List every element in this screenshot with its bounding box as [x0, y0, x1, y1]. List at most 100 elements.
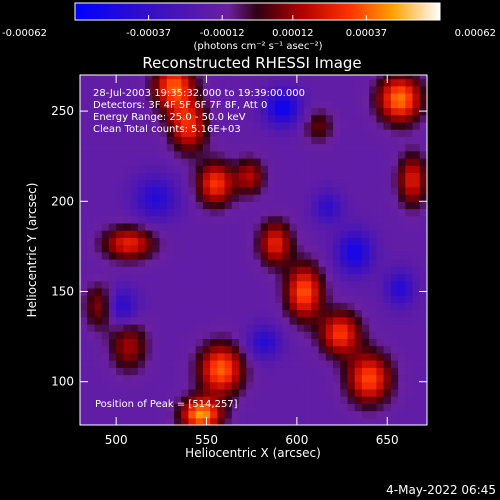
heatmap-cell: [376, 215, 385, 224]
heatmap-cell: [253, 287, 262, 296]
heatmap-cell: [268, 316, 276, 325]
heatmap-cell: [289, 100, 298, 109]
heatmap-cell: [405, 237, 414, 246]
heatmap-cell: [137, 396, 146, 404]
heatmap-cell: [412, 237, 421, 246]
heatmap-cell: [268, 251, 276, 260]
heatmap-cell: [376, 158, 385, 166]
heatmap-cell: [239, 114, 247, 123]
heatmap-cell: [174, 309, 182, 318]
heatmap-cell: [101, 186, 110, 195]
heatmap-cell: [116, 215, 124, 224]
heatmap-cell: [123, 230, 132, 238]
heatmap-cell: [390, 417, 399, 425]
heatmap-cell: [383, 309, 392, 318]
heatmap-cell: [369, 374, 377, 383]
heatmap-cell: [239, 237, 247, 246]
heatmap-cell: [383, 93, 392, 101]
heatmap-cell: [94, 78, 103, 87]
heatmap-cell: [145, 273, 153, 282]
heatmap-cell: [246, 251, 255, 260]
heatmap-cell: [275, 158, 283, 166]
heatmap-cell: [145, 143, 153, 152]
heatmap-cell: [412, 280, 421, 289]
heatmap-cell: [289, 251, 298, 260]
heatmap-cell: [354, 129, 363, 137]
heatmap-cell: [145, 309, 153, 318]
heatmap-cell: [289, 388, 298, 397]
heatmap-cell: [224, 186, 233, 195]
heatmap-cell: [390, 309, 399, 318]
heatmap-cell: [188, 309, 197, 318]
heatmap-cell: [231, 194, 240, 202]
heatmap-cell: [361, 302, 370, 311]
heatmap-cell: [260, 201, 269, 210]
heatmap-cell: [304, 316, 312, 325]
heatmap-cell: [260, 93, 269, 101]
heatmap-cell: [137, 417, 146, 425]
heatmap-cell: [390, 316, 399, 325]
heatmap-cell: [419, 222, 427, 231]
heatmap-cell: [130, 158, 139, 166]
heatmap-cell: [94, 251, 103, 260]
plot-frame: [79, 74, 428, 426]
heatmap-cell: [210, 259, 218, 267]
heatmap-cell: [398, 287, 406, 296]
heatmap-cell: [361, 338, 370, 347]
heatmap-cell: [94, 165, 103, 173]
heatmap-cell: [152, 158, 161, 166]
heatmap-cell: [246, 309, 255, 318]
heatmap-cell: [159, 78, 168, 87]
heatmap-cell: [195, 345, 204, 354]
heatmap-cell: [87, 309, 95, 318]
heatmap-cell: [268, 121, 276, 130]
heatmap-cell: [311, 403, 320, 412]
heatmap-cell: [224, 208, 233, 217]
heatmap-cell: [231, 251, 240, 260]
heatmap-cell: [152, 129, 161, 137]
heatmap-cell: [347, 143, 356, 152]
heatmap-cell: [369, 179, 377, 188]
heatmap-cell: [224, 295, 233, 303]
heatmap-cell: [87, 302, 95, 311]
heatmap-cell: [217, 208, 226, 217]
heatmap-cell: [325, 107, 334, 116]
heatmap-cell: [398, 201, 406, 210]
heatmap-cell: [217, 403, 226, 412]
heatmap-cell: [296, 273, 305, 282]
heatmap-cell: [361, 114, 370, 123]
heatmap-cell: [137, 316, 146, 325]
heatmap-cell: [419, 309, 427, 318]
heatmap-cell: [340, 410, 349, 419]
heatmap-cell: [94, 114, 103, 123]
heatmap-cell: [354, 273, 363, 282]
heatmap-cell: [224, 280, 233, 289]
heatmap-cell: [369, 114, 377, 123]
heatmap-cell: [253, 100, 262, 109]
heatmap-cell: [419, 114, 427, 123]
heatmap-cell: [123, 100, 132, 109]
heatmap-cell: [181, 396, 189, 404]
heatmap-cell: [325, 338, 334, 347]
heatmap-cell: [166, 85, 175, 94]
heatmap-cell: [383, 381, 392, 390]
heatmap-cell: [152, 215, 161, 224]
heatmap-cell: [195, 75, 204, 80]
heatmap-cell: [123, 266, 132, 274]
heatmap-cell: [145, 230, 153, 238]
heatmap-cell: [239, 85, 247, 94]
heatmap-cell: [304, 302, 312, 311]
heatmap-cell: [333, 302, 341, 311]
heatmap-cell: [361, 388, 370, 397]
heatmap-cell: [130, 78, 139, 87]
heatmap-cell: [181, 287, 189, 296]
heatmap-cell: [137, 352, 146, 361]
heatmap-cell: [289, 324, 298, 332]
heatmap-cell: [80, 360, 88, 368]
heatmap-cell: [195, 259, 204, 267]
heatmap-cell: [231, 417, 240, 425]
heatmap-cell: [145, 129, 153, 137]
heatmap-cell: [108, 331, 117, 339]
heatmap-cell: [311, 352, 320, 361]
heatmap-cell: [325, 388, 334, 397]
